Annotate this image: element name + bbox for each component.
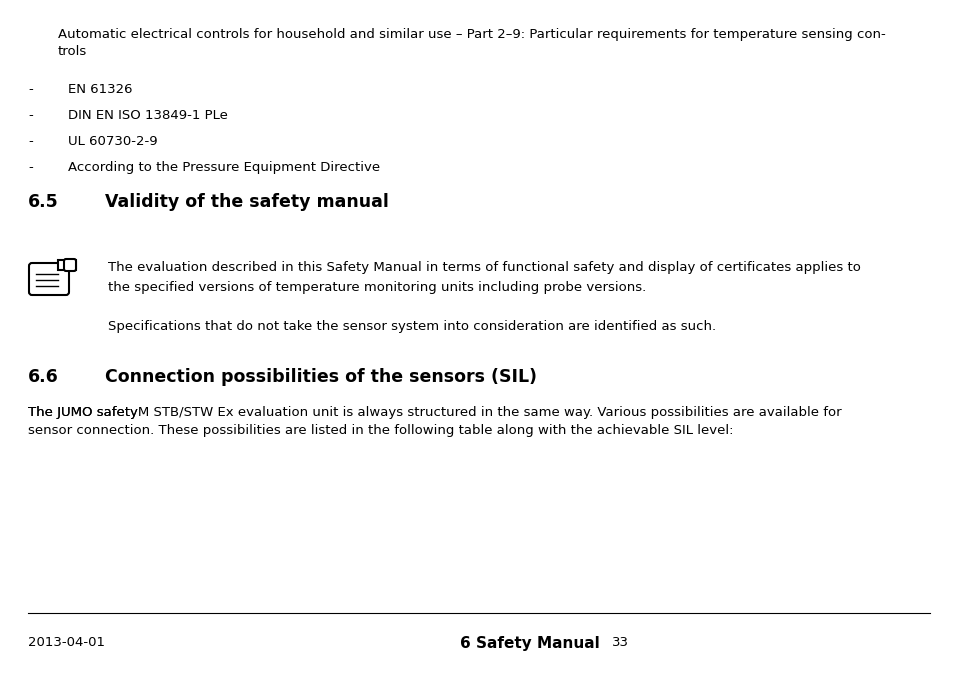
Text: According to the Pressure Equipment Directive: According to the Pressure Equipment Dire…	[68, 161, 379, 174]
Text: The JUMO safety: The JUMO safety	[28, 406, 138, 419]
Text: The JUMO safetyM STB/STW Ex evaluation unit is always structured in the same way: The JUMO safetyM STB/STW Ex evaluation u…	[28, 406, 841, 419]
Text: 33: 33	[612, 636, 628, 649]
Text: EN 61326: EN 61326	[68, 83, 132, 96]
Text: -: -	[28, 135, 32, 148]
Bar	[58, 260, 76, 270]
Text: sensor connection. These possibilities are listed in the following table along w: sensor connection. These possibilities a…	[28, 424, 733, 437]
Text: -: -	[28, 161, 32, 174]
Text: Specifications that do not take the sensor system into consideration are identif: Specifications that do not take the sens…	[108, 320, 716, 333]
Text: 6 Safety Manual: 6 Safety Manual	[459, 636, 599, 651]
Text: trols: trols	[58, 45, 87, 58]
Text: 6.5: 6.5	[28, 193, 59, 211]
Text: Automatic electrical controls for household and similar use – Part 2–9: Particul: Automatic electrical controls for househ…	[58, 28, 884, 41]
Text: 2013-04-01: 2013-04-01	[28, 636, 105, 649]
FancyBboxPatch shape	[29, 263, 69, 295]
Text: The evaluation described in this Safety Manual in terms of functional safety and: The evaluation described in this Safety …	[108, 261, 860, 274]
Text: DIN EN ISO 13849-1 PLe: DIN EN ISO 13849-1 PLe	[68, 109, 228, 122]
Text: -: -	[28, 109, 32, 122]
Text: 6.6: 6.6	[28, 368, 59, 386]
Text: Connection possibilities of the sensors (SIL): Connection possibilities of the sensors …	[105, 368, 537, 386]
Text: UL 60730-2-9: UL 60730-2-9	[68, 135, 157, 148]
Text: The JUMO safety: The JUMO safety	[0, 676, 1, 677]
Text: -: -	[28, 83, 32, 96]
FancyBboxPatch shape	[64, 259, 76, 271]
Text: Validity of the safety manual: Validity of the safety manual	[105, 193, 389, 211]
Text: the specified versions of temperature monitoring units including probe versions.: the specified versions of temperature mo…	[108, 281, 645, 294]
